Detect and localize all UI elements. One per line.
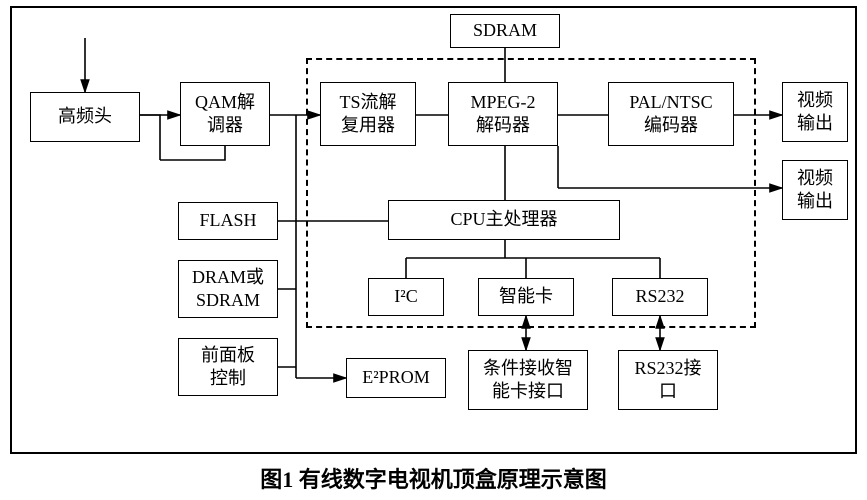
block-i2c: I²C <box>368 278 444 316</box>
block-mpeg2: MPEG-2 解码器 <box>448 82 558 146</box>
block-qam: QAM解 调器 <box>180 82 270 146</box>
block-frontpanel: 前面板 控制 <box>178 338 278 396</box>
block-video_out2: 视频 输出 <box>782 160 848 220</box>
block-cpu: CPU主处理器 <box>388 200 620 240</box>
block-dram: DRAM或 SDRAM <box>178 260 278 318</box>
block-sdram_top: SDRAM <box>450 14 560 48</box>
block-ca_if: 条件接收智 能卡接口 <box>468 350 588 410</box>
block-rs232: RS232 <box>612 278 708 316</box>
diagram-canvas: 高频头 QAM解 调器 SDRAM TS流解 复用器 MPEG-2 解码器 PAL/NTS… <box>0 0 867 500</box>
block-flash: FLASH <box>178 202 278 240</box>
block-rs232_if: RS232接 口 <box>618 350 718 410</box>
block-rf_tuner: 高频头 <box>30 92 140 142</box>
block-ts_demux: TS流解 复用器 <box>320 82 416 146</box>
block-palntsc: PAL/NTSC 编码器 <box>608 82 734 146</box>
block-video_out1: 视频 输出 <box>782 82 848 142</box>
block-smartcard: 智能卡 <box>478 278 574 316</box>
block-e2prom: E²PROM <box>346 358 446 398</box>
figure-caption: 图1 有线数字电视机顶盒原理示意图 <box>0 462 867 494</box>
